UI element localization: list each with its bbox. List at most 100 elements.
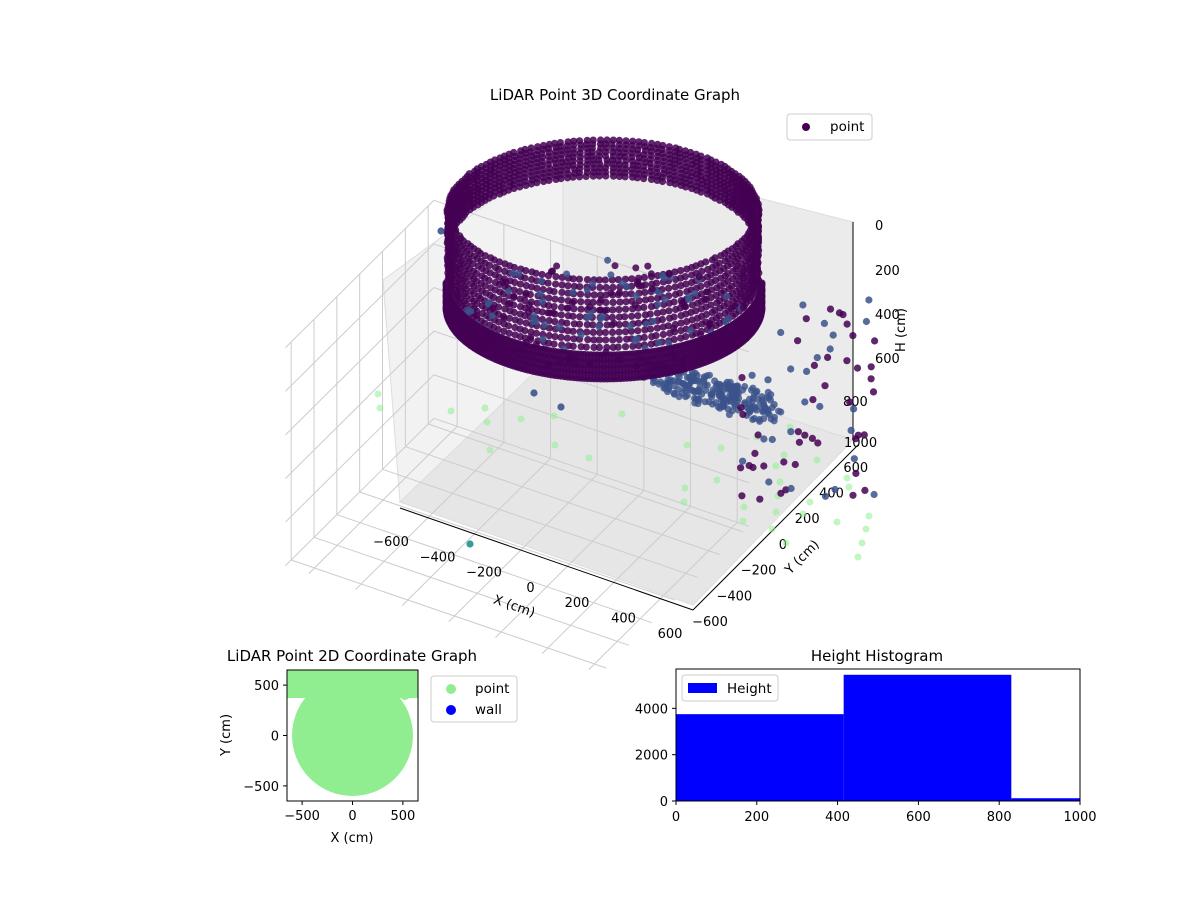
lidar-point-3d [552, 273, 560, 281]
lidar-point-3d [616, 289, 624, 297]
lidar-point-3d [758, 291, 766, 299]
lidar-point-3d [601, 307, 609, 315]
lidar-point-3d [854, 553, 862, 561]
x-axis-line [399, 507, 694, 611]
lidar-point-3d [702, 258, 710, 266]
lidar-point-3d [707, 301, 715, 309]
plot-3d: LiDAR Point 3D Coordinate Graph −600 −400… [285, 86, 909, 671]
lidar-point-3d [596, 306, 604, 314]
lidar-point-3d [616, 298, 624, 306]
lidar-point-3d [725, 381, 733, 389]
lidar-point-3d [705, 321, 713, 329]
lidar-point-3d [870, 490, 878, 499]
lidar-point-3d [852, 469, 860, 477]
lidar-point-3d [481, 282, 489, 290]
lidar-point-3d [724, 300, 732, 308]
lidar-point-3d [608, 328, 617, 336]
lidar-point-3d [485, 261, 494, 269]
lidar-point-3d [653, 176, 661, 184]
lidar-point-3d [802, 315, 810, 323]
lidar-point-3d [768, 404, 776, 411]
lidar-point-3d [553, 262, 561, 270]
lidar-point-3d [621, 290, 630, 298]
lidar-point-3d [525, 308, 532, 316]
lidar-point-3d [682, 333, 690, 341]
legend-histogram: Height [681, 674, 779, 702]
lidar-point-3d [801, 398, 809, 406]
plot-2d: LiDAR Point 2D Coordinate Graph −500−500… [219, 647, 518, 846]
lidar-point-3d [614, 343, 622, 351]
lidar-point-3d [589, 328, 597, 336]
lidar-point-3d [604, 256, 612, 264]
lidar-point-3d [473, 312, 481, 319]
lidar-point-3d [621, 313, 629, 321]
lidar-point-3d [692, 307, 700, 315]
lidar-point-3d [608, 313, 617, 321]
lidar-point-3d [569, 173, 577, 181]
lidar-point-3d [655, 339, 663, 346]
lidar-point-3d [544, 309, 552, 317]
lidar-point-3d [681, 303, 689, 310]
lidar-point-3d [666, 179, 674, 187]
lidar-point-3d [681, 273, 689, 281]
lidar-point-3d [688, 377, 696, 385]
lidar-point-3d [641, 288, 649, 296]
x-axis-label-3d: X (cm) [491, 593, 537, 621]
lidar-point-3d [655, 289, 663, 297]
lidar-point-3d [729, 303, 737, 311]
lidar-point-3d [510, 292, 518, 300]
lidar-point-3d [648, 285, 656, 293]
z-tick-label-3d: 400 [875, 308, 900, 323]
lidar-point-3d [640, 303, 648, 311]
lidar-point-3d [782, 539, 790, 547]
lidar-point-3d [552, 175, 560, 183]
lidar-point-3d [753, 273, 762, 282]
grid-line-floor-y [405, 446, 721, 556]
lidar-point-3d [486, 446, 494, 454]
legend-label-point-3d: point [830, 119, 864, 135]
lidar-point-3d [787, 365, 795, 373]
lidar-point-3d [749, 384, 757, 392]
lidar-point-3d [510, 308, 518, 317]
lidar-point-3d [858, 539, 866, 547]
y-tick-label-2d: 500 [254, 679, 279, 694]
lidar-point-3d [671, 283, 679, 291]
lidar-point-3d [589, 280, 596, 288]
lidar-point-3d [609, 336, 617, 344]
lidar-point-3d [607, 289, 615, 297]
y-tick-label-3d: −600 [692, 615, 728, 630]
lidar-point-3d [510, 301, 518, 309]
y-axis-line [692, 444, 859, 611]
lidar-point-3d [626, 322, 634, 330]
lidar-point-3d [813, 456, 821, 464]
title-histogram: Height Histogram [811, 647, 943, 665]
lidar-point-3d [549, 309, 557, 317]
lidar-point-3d [583, 276, 592, 284]
lidar-point-3d [538, 297, 546, 305]
lidar-point-3d [551, 295, 559, 303]
lidar-point-3d [516, 280, 525, 288]
lidar-point-3d [670, 298, 678, 306]
lidar-point-3d [621, 173, 629, 181]
lidar-point-3d [550, 288, 558, 296]
lidar-point-3d [585, 454, 593, 462]
lidar-point-3d [615, 336, 623, 344]
lidar-point-3d [659, 330, 667, 339]
grid-line-floor-y [359, 491, 675, 601]
lidar-point-3d [861, 486, 869, 494]
lidar-point-3d [481, 252, 489, 260]
lidar-point-3d [687, 327, 694, 335]
lidar-point-3d [595, 322, 603, 330]
lidar-point-3d [522, 282, 530, 290]
lidar-point-3d [564, 327, 572, 335]
lidar-point-3d [590, 336, 598, 344]
lidar-point-3d [583, 328, 591, 336]
lidar-point-3d [557, 403, 565, 411]
lidar-point-3d [867, 363, 875, 371]
lidar-point-3d [533, 284, 541, 292]
x-tick-label-2d: −500 [284, 809, 320, 824]
lidar-point-3d [717, 444, 725, 452]
lidar-point-3d [545, 294, 553, 302]
lidar-point-3d [466, 540, 474, 548]
